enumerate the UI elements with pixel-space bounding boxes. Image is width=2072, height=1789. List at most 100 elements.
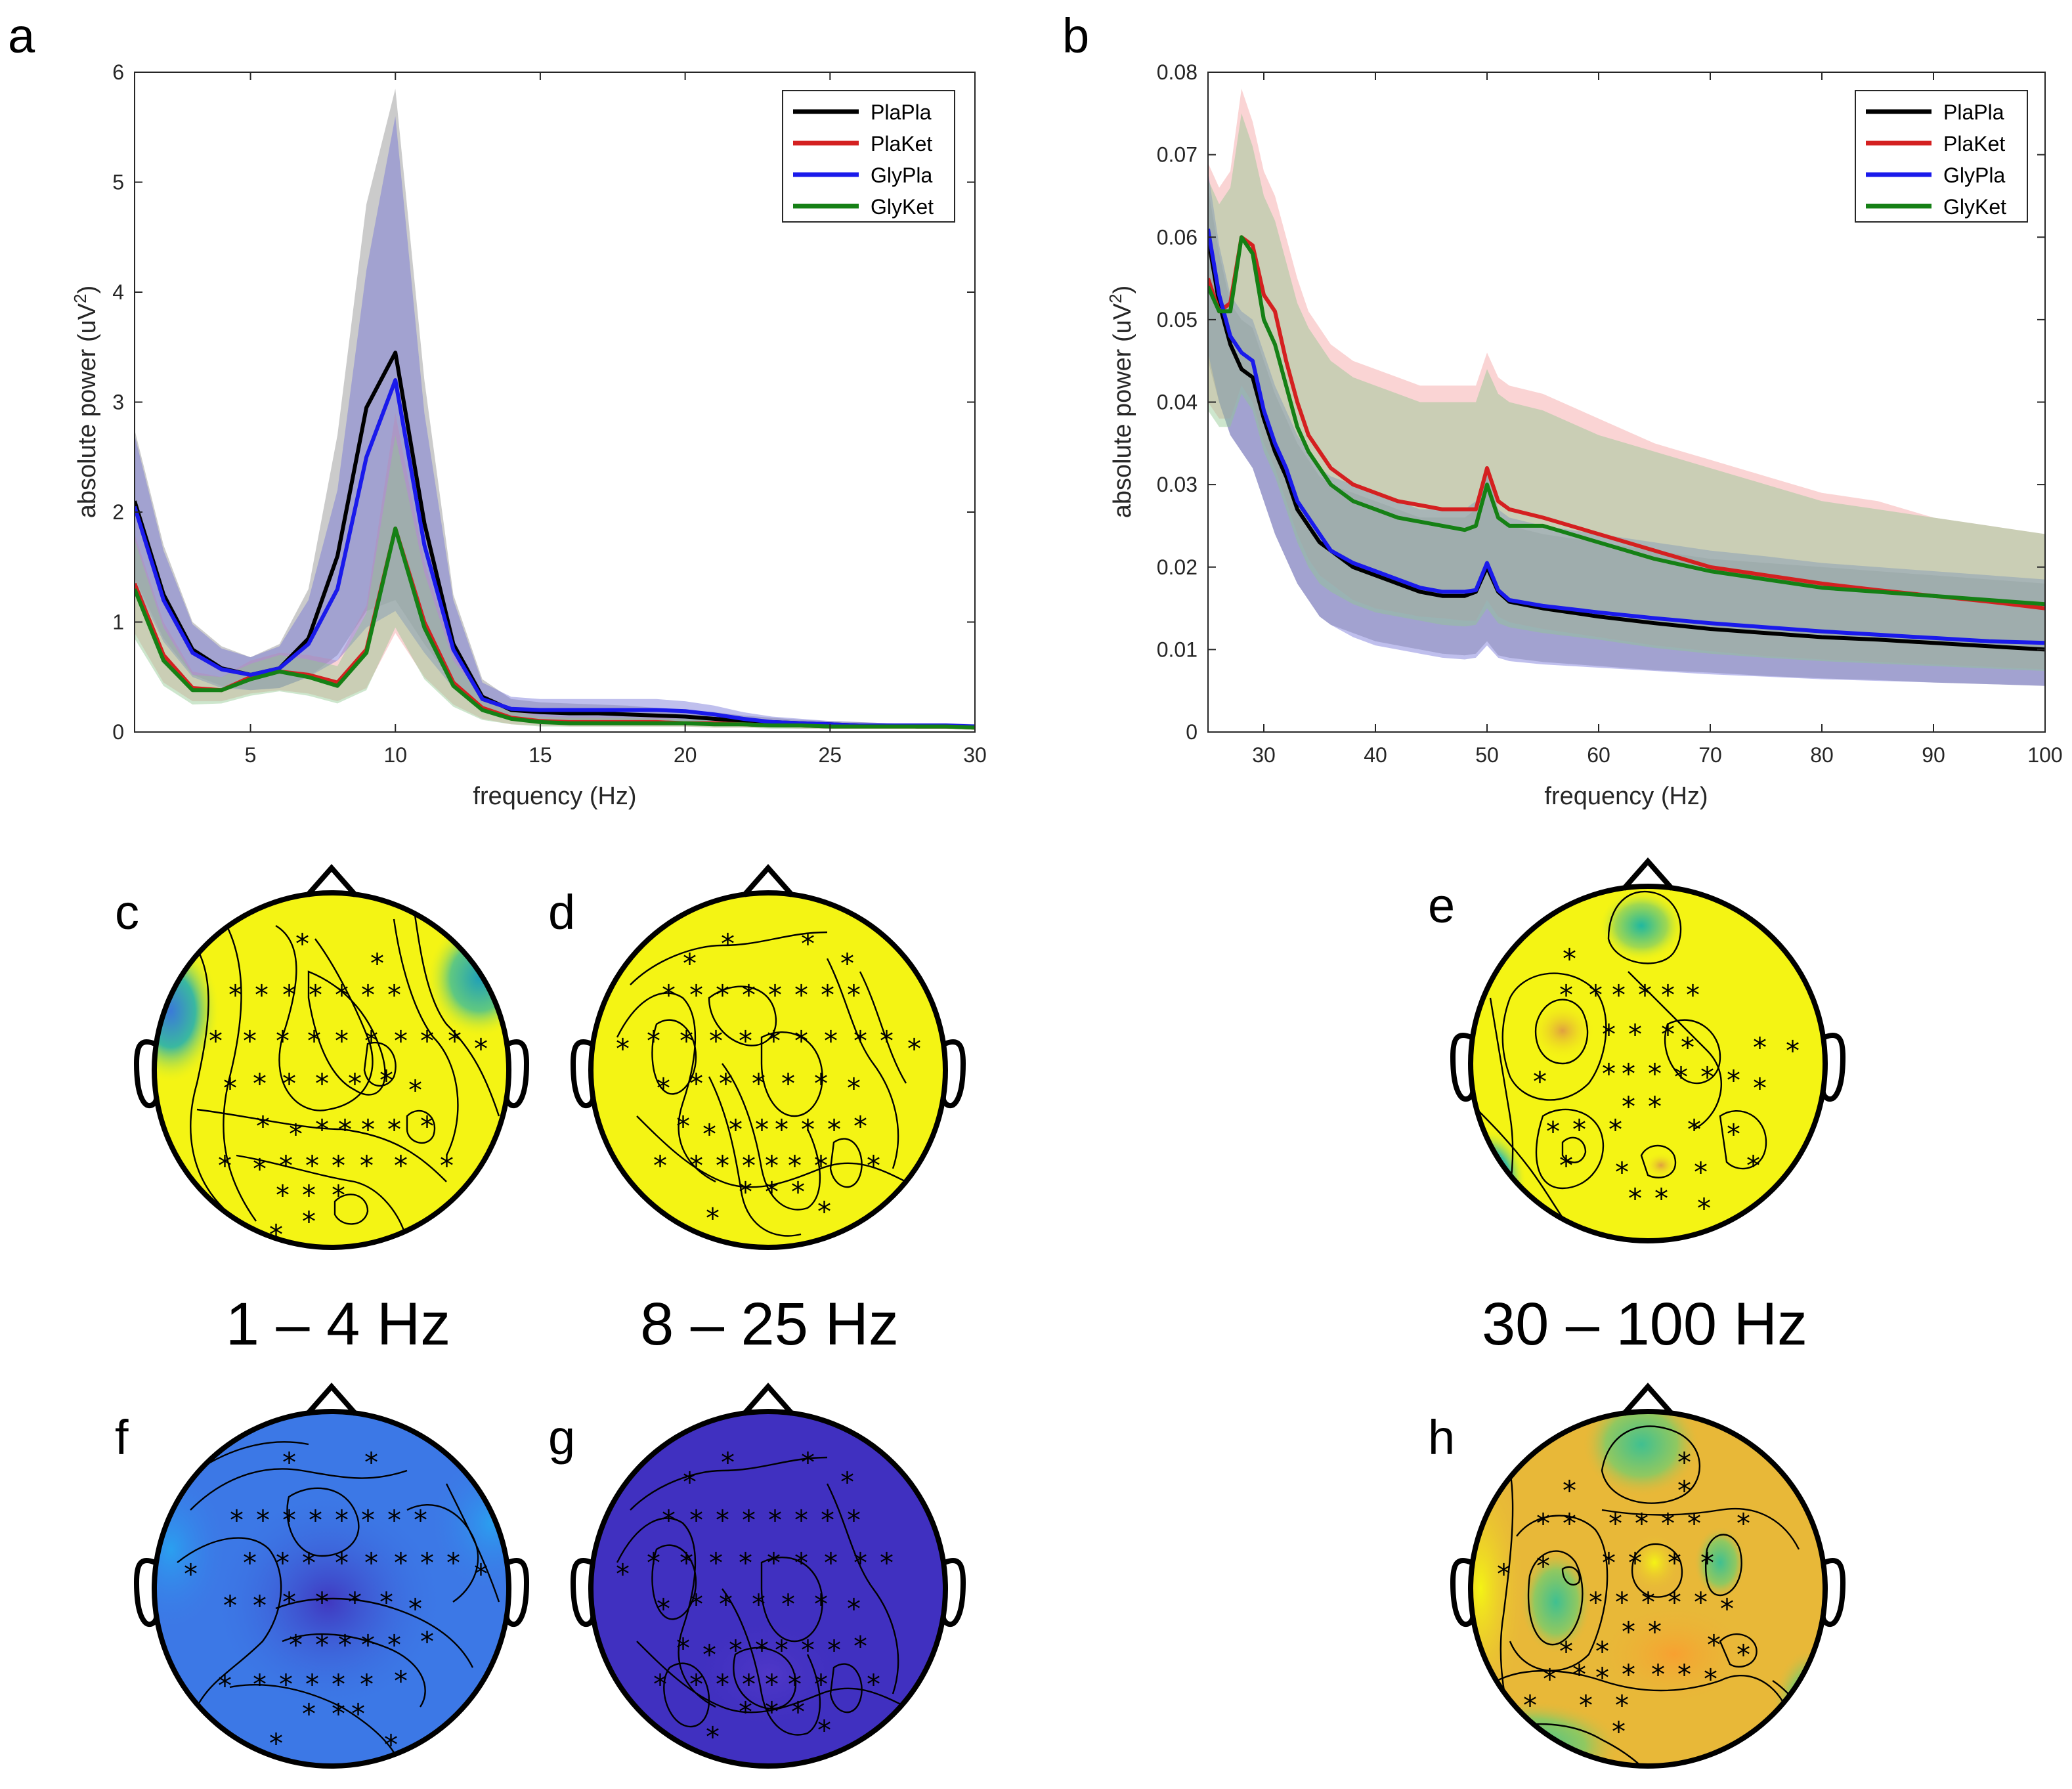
electrode-marker: * <box>847 979 861 1011</box>
electrode-marker: * <box>279 1668 293 1700</box>
electrode-marker: * <box>474 1558 488 1590</box>
electrode-marker: * <box>729 1113 743 1146</box>
electrode-marker: * <box>1648 1058 1662 1090</box>
a-xtick-label: 5 <box>245 743 257 767</box>
electrode-marker: * <box>332 1698 345 1730</box>
electrode-marker: * <box>814 1668 828 1700</box>
electrode-marker: * <box>709 1025 723 1057</box>
electrode-marker: * <box>1579 1689 1593 1721</box>
electrode-marker: * <box>364 1446 378 1478</box>
electrode-marker: * <box>370 947 384 980</box>
a-y-axis-label: absolute power (uV2) <box>70 286 101 519</box>
electrode-marker: * <box>394 1547 408 1579</box>
electrode-marker: * <box>657 1593 670 1625</box>
electrode-marker: * <box>448 1025 462 1057</box>
b-legend-glyket: GlyKet <box>1943 195 2006 219</box>
electrode-marker: * <box>1668 1586 1681 1618</box>
b-xtick-label: 40 <box>1364 743 1387 767</box>
electrode-marker: * <box>689 979 703 1011</box>
electrode-marker: * <box>253 1589 267 1622</box>
electrode-marker: * <box>253 1067 267 1100</box>
electrode-marker: * <box>360 1668 374 1700</box>
topomap-d-field <box>591 893 945 1247</box>
electrode-marker: * <box>1635 1507 1649 1540</box>
electrode-marker: * <box>230 1504 244 1536</box>
electrode-marker: * <box>253 1668 267 1700</box>
topomap-g-nose <box>741 1382 795 1416</box>
b-y-ticks: 0 0.01 0.02 0.03 0.04 0.05 0.06 0.07 0.08 <box>1157 60 2045 744</box>
topomap-e-left-ear <box>1450 1033 1476 1102</box>
b-xtick-label: 80 <box>1810 743 1834 767</box>
electrode-marker: * <box>256 1504 270 1536</box>
electrode-marker: * <box>853 1025 867 1057</box>
b-ytick-label: 0.08 <box>1157 60 1198 84</box>
electrode-marker: * <box>689 1150 703 1182</box>
electrode-marker: * <box>847 1593 861 1625</box>
topomap-d-right-ear <box>940 1039 966 1109</box>
b-band-plapla <box>1208 187 2045 686</box>
electrode-marker: * <box>817 1714 831 1746</box>
electrode-marker: * <box>801 1446 815 1478</box>
electrode-marker: * <box>307 1025 321 1057</box>
electrode-marker: * <box>1668 1547 1681 1579</box>
b-ytick-label: 0.02 <box>1157 555 1198 579</box>
electrode-marker: * <box>276 1547 290 1579</box>
topomap-c-head <box>152 890 511 1250</box>
panel-label-h: h <box>1428 1410 1455 1465</box>
electrode-marker: * <box>394 1025 408 1057</box>
electrode-marker: * <box>1536 1507 1550 1540</box>
b-legend-glypla: GlyPla <box>1943 163 2005 187</box>
electrode-marker: * <box>794 1547 808 1579</box>
electrode-marker: * <box>387 1629 401 1661</box>
electrode-marker: * <box>335 1025 349 1057</box>
a-xtick-label: 15 <box>529 743 552 767</box>
electrode-marker: * <box>1589 979 1603 1011</box>
electrode-marker: * <box>384 1729 398 1761</box>
topomap-c: ** * * * * * * * * * * * * * * * * * * * * * * * * * * * * * * * * *… <box>133 863 530 1251</box>
electrode-marker: * <box>223 1589 237 1622</box>
electrode-marker: * <box>781 1067 795 1100</box>
topomap-f-nose <box>305 1382 358 1416</box>
electrode-marker: * <box>282 1504 296 1536</box>
a-xtick-label: 25 <box>819 743 842 767</box>
electrode-marker: * <box>752 1588 766 1620</box>
electrode-marker: * <box>408 1593 422 1625</box>
electrode-marker: * <box>767 1547 781 1579</box>
electrode-marker: * <box>420 1547 434 1579</box>
b-line-glyket <box>1208 235 2045 607</box>
electrode-marker: * <box>1746 1150 1760 1182</box>
electrode-marker: * <box>814 1150 828 1182</box>
electrode-marker: * <box>739 1025 752 1057</box>
electrode-marker: * <box>1677 1475 1691 1507</box>
topomap-e-head <box>1468 884 1828 1243</box>
electrode-marker: * <box>332 1150 345 1182</box>
electrode-marker: * <box>706 1721 720 1753</box>
electrode-marker: * <box>351 1698 365 1730</box>
topomap-f-field <box>154 1412 509 1766</box>
topomap-e-electrodes: * * * * * * * * * * * * * * * * * * * * * * * * * * * * * * * * *… <box>1533 943 1800 1224</box>
electrode-marker: * <box>1559 1635 1573 1668</box>
electrode-marker: * <box>1661 1507 1675 1540</box>
electrode-marker: * <box>702 1639 716 1671</box>
electrode-marker: * <box>282 1067 296 1100</box>
topomap-c-right-ear <box>504 1039 530 1109</box>
electrode-marker: * <box>662 1504 676 1536</box>
a-ytick-label: 2 <box>112 500 124 524</box>
electrode-marker: * <box>791 1176 805 1208</box>
panel-label-f: f <box>115 1410 129 1465</box>
a-series-lines <box>135 351 975 730</box>
electrode-marker: * <box>765 1696 779 1728</box>
electrode-marker: * <box>414 1504 427 1536</box>
b-ytick-label: 0.03 <box>1157 473 1198 496</box>
b-band-plaket <box>1208 89 2045 670</box>
electrode-marker: * <box>1595 1635 1609 1668</box>
b-ytick-label: 0.05 <box>1157 308 1198 332</box>
electrode-marker: * <box>1563 943 1576 975</box>
electrode-marker: * <box>305 1150 319 1182</box>
panel-label-b: b <box>1062 9 1089 63</box>
electrode-marker: * <box>387 1504 401 1536</box>
b-line-glypla <box>1208 228 2045 645</box>
electrode-marker: * <box>338 1113 352 1146</box>
electrode-marker: * <box>315 1586 329 1618</box>
electrode-marker: * <box>867 1150 880 1182</box>
